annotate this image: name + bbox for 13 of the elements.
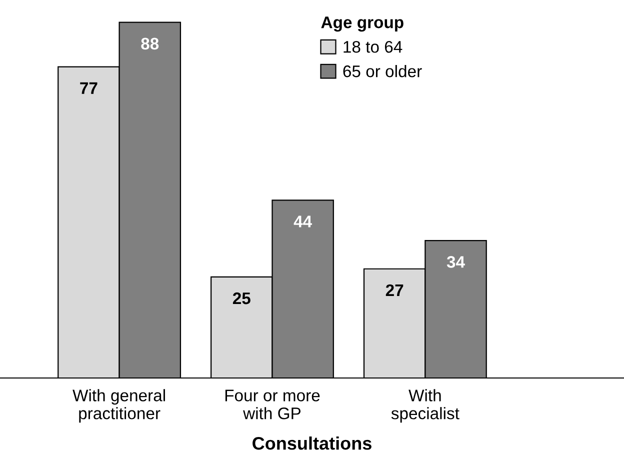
legend-title: Age group <box>321 16 404 32</box>
data-label: 25 <box>232 292 250 304</box>
x-tick-label: Four or more with GP <box>225 390 320 420</box>
x-axis-title: Consultations <box>252 436 372 450</box>
data-label: 44 <box>294 216 312 228</box>
data-label: 27 <box>386 284 404 296</box>
legend-label: 65 or older <box>343 64 422 78</box>
x-tick-label: With general practitioner <box>72 389 165 423</box>
x-tick-label: With specialist <box>391 389 460 423</box>
legend-label: 18 to 64 <box>344 40 402 53</box>
data-label: 88 <box>141 38 159 50</box>
data-label: 77 <box>80 82 98 94</box>
data-label: 34 <box>446 256 465 268</box>
